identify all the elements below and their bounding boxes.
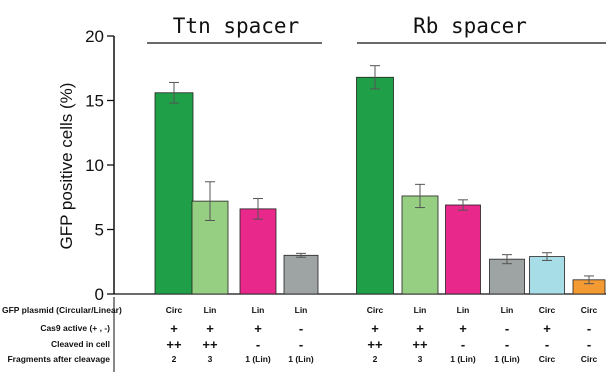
table-cell: 3 xyxy=(418,354,423,364)
table-row-label: Cleaved in cell xyxy=(51,339,110,349)
y-tick-label: 5 xyxy=(95,221,104,240)
table-cell: Lin xyxy=(501,305,514,315)
table-cell: - xyxy=(461,337,465,352)
table-cell: + xyxy=(416,321,424,336)
bar xyxy=(239,208,277,295)
table-cell: 2 xyxy=(373,354,378,364)
table-cell: ++ xyxy=(412,337,428,352)
group-title-rb: Rb spacer xyxy=(413,14,527,38)
y-tick-label: 15 xyxy=(85,92,104,111)
table-cell: Circ xyxy=(581,305,598,315)
table-cell: Circ xyxy=(581,354,598,364)
table-cell: - xyxy=(256,337,260,352)
bar xyxy=(401,195,439,295)
bar xyxy=(529,256,565,295)
condition-table: GFP plasmid (Circular/Linear) Cas9 active… xyxy=(2,297,598,372)
y-tick-label: 20 xyxy=(85,27,104,46)
table-cell: Lin xyxy=(457,305,470,315)
table-cell: Circ xyxy=(539,354,556,364)
table-row-label: Cas9 active (+ , -) xyxy=(40,323,110,333)
table-cell: Lin xyxy=(414,305,427,315)
y-tick-label: 10 xyxy=(85,156,104,175)
table-cell: + xyxy=(543,321,551,336)
table-cell: 1 (Lin) xyxy=(450,354,476,364)
table-cell: + xyxy=(254,321,262,336)
table-cell: Lin xyxy=(295,305,308,315)
table-cell: 1 (Lin) xyxy=(245,354,271,364)
table-cell: 1 (Lin) xyxy=(494,354,520,364)
table-cell: - xyxy=(587,321,591,336)
bars-layer xyxy=(154,65,606,295)
y-tick-label: 0 xyxy=(95,285,104,304)
bar xyxy=(356,76,394,295)
table-cell: - xyxy=(299,321,303,336)
table-cell: + xyxy=(206,321,214,336)
table-cell: + xyxy=(459,321,467,336)
table-cell: Circ xyxy=(367,305,384,315)
table-row-label: GFP plasmid (Circular/Linear) xyxy=(2,305,122,315)
y-axis-label: GFP positive cells (%) xyxy=(57,83,76,250)
table-cell: 1 (Lin) xyxy=(288,354,314,364)
table-cell: - xyxy=(587,337,591,352)
table-cell: - xyxy=(505,337,509,352)
table-cell: ++ xyxy=(166,337,182,352)
table-cell: Circ xyxy=(539,305,556,315)
table-cell: + xyxy=(170,321,178,336)
table-cell: - xyxy=(545,337,549,352)
table-cell: Circ xyxy=(166,305,183,315)
table-cell: ++ xyxy=(202,337,218,352)
bar xyxy=(283,254,319,295)
table-cell: ++ xyxy=(367,337,383,352)
table-cell: - xyxy=(299,337,303,352)
table-cell: 3 xyxy=(208,354,213,364)
table-row-label: Fragments after cleavage xyxy=(7,354,110,364)
table-cell: 2 xyxy=(172,354,177,364)
bar xyxy=(445,204,481,295)
table-cell: Lin xyxy=(252,305,265,315)
table-cell: - xyxy=(505,321,509,336)
table-cell: + xyxy=(371,321,379,336)
group-titles: Ttn spacer Rb spacer xyxy=(147,14,606,44)
bar xyxy=(489,258,525,295)
group-title-ttn: Ttn spacer xyxy=(173,14,299,38)
table-cell: Lin xyxy=(204,305,217,315)
bar xyxy=(154,92,194,295)
